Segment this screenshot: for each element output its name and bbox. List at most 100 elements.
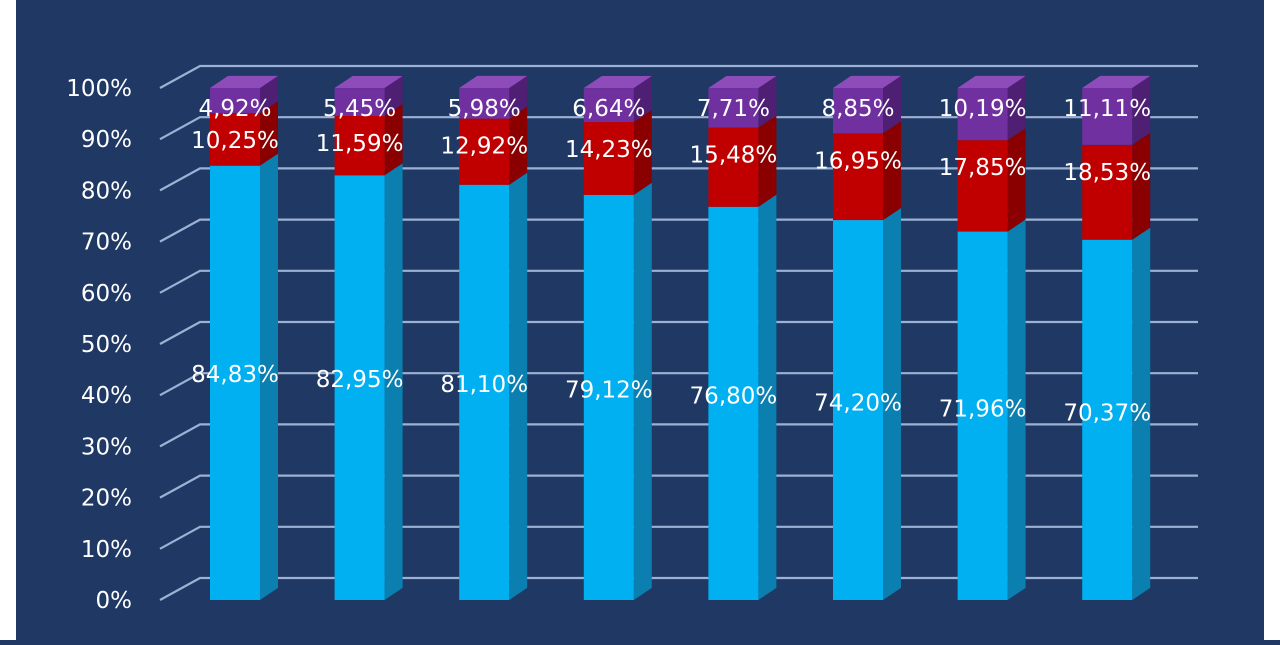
y-tick-label: 10% [81,537,132,563]
frame-edge-right [1264,0,1280,640]
data-label: 4,92% [198,96,271,122]
y-tick-label: 80% [81,178,132,204]
data-label: 17,85% [939,155,1027,181]
y-tick-label: 70% [81,230,132,256]
data-label: 79,12% [565,377,653,403]
gridline [159,64,1198,89]
bar-top [210,75,278,88]
bars [210,75,1151,601]
bar-segment [334,115,385,176]
y-tick-label: 60% [81,281,132,307]
bar-top [957,75,1026,88]
bar-segment [583,122,634,195]
bar-side [758,194,777,600]
bar-side [758,75,777,128]
data-label: 74,20% [814,390,902,416]
y-tick-label: 20% [81,486,132,512]
gridline [159,576,1198,601]
bar-side [260,101,278,166]
bar-side [509,75,528,119]
data-label: 11,59% [316,131,404,157]
bar-segment [833,220,883,600]
bar-segment [833,133,883,221]
data-label: 10,25% [191,128,279,154]
bar-top [833,75,901,88]
data-label: 12,92% [440,134,528,160]
bar-top [1082,75,1151,88]
bar-segment [210,113,260,166]
data-label: 18,53% [1063,160,1151,186]
y-tick-label: 0% [96,588,133,614]
bar-top [334,75,403,89]
bar-segment [957,140,1008,232]
bar-segment [334,175,385,600]
bar-side [384,75,403,116]
bar-top [583,75,652,89]
bar-side [509,106,528,185]
bar-segment [708,88,759,128]
y-axis: 0% 10% 20% 30% 40% 50% 60% 70% 80% 90% 100% [66,76,132,614]
data-label: 15,48% [690,143,778,169]
bar-side [384,163,403,601]
bar-segment [459,118,510,185]
bar-segment [583,88,634,123]
bar-segment [1082,87,1133,145]
bar-side [633,109,652,195]
data-label: 71,96% [939,396,1027,422]
data-label: 76,80% [690,384,778,410]
bar-top [459,75,528,88]
bar-segment [210,88,260,114]
bar-segment [833,88,883,134]
gridline [159,167,1198,192]
data-label: 10,19% [939,96,1027,122]
bar-side [883,75,901,134]
y-tick-label: 50% [81,332,132,358]
bar-side [260,75,278,114]
gridline [159,474,1198,499]
gridline [159,423,1198,448]
bar-segment [459,184,510,600]
bar-side [1132,132,1151,240]
bar-side [1007,128,1026,232]
gridline [159,320,1198,345]
bar-side [883,207,901,600]
data-label: 84,83% [191,362,279,388]
y-tick-label: 40% [81,383,132,409]
gridline [159,525,1198,550]
data-label: 82,95% [316,367,404,393]
bar-segment [334,88,385,116]
bar-segment [957,231,1008,600]
y-tick-label: 30% [81,434,132,460]
bar-side [633,182,652,600]
bar-segment [1082,144,1133,240]
bar-segment [459,88,510,119]
bar-segment [1082,239,1133,600]
bar-side [1007,75,1026,141]
bar-side [1132,227,1151,601]
data-label: 7,71% [697,96,770,122]
bar-side [509,172,528,600]
bar-side [883,121,901,221]
gridline [159,269,1198,294]
gridline [159,218,1198,243]
bar-side [260,153,278,600]
y-tick-label: 90% [81,127,132,153]
data-label: 8,85% [821,96,894,122]
bar-segment [708,127,759,207]
bar-side [384,103,403,176]
data-label: 5,98% [448,96,521,122]
data-label: 5,45% [323,96,396,122]
data-label: 14,23% [565,137,653,163]
data-label: 16,95% [814,148,902,174]
y-tick-label: 100% [66,76,132,102]
bar-side [633,75,652,123]
data-label: 6,64% [572,96,645,122]
bar-segment [210,165,260,600]
data-label: 70,37% [1063,401,1151,427]
data-label: 11,11% [1063,96,1151,122]
frame-edge-left [0,0,16,640]
bar-segment [957,88,1008,141]
data-label: 81,10% [440,372,528,398]
